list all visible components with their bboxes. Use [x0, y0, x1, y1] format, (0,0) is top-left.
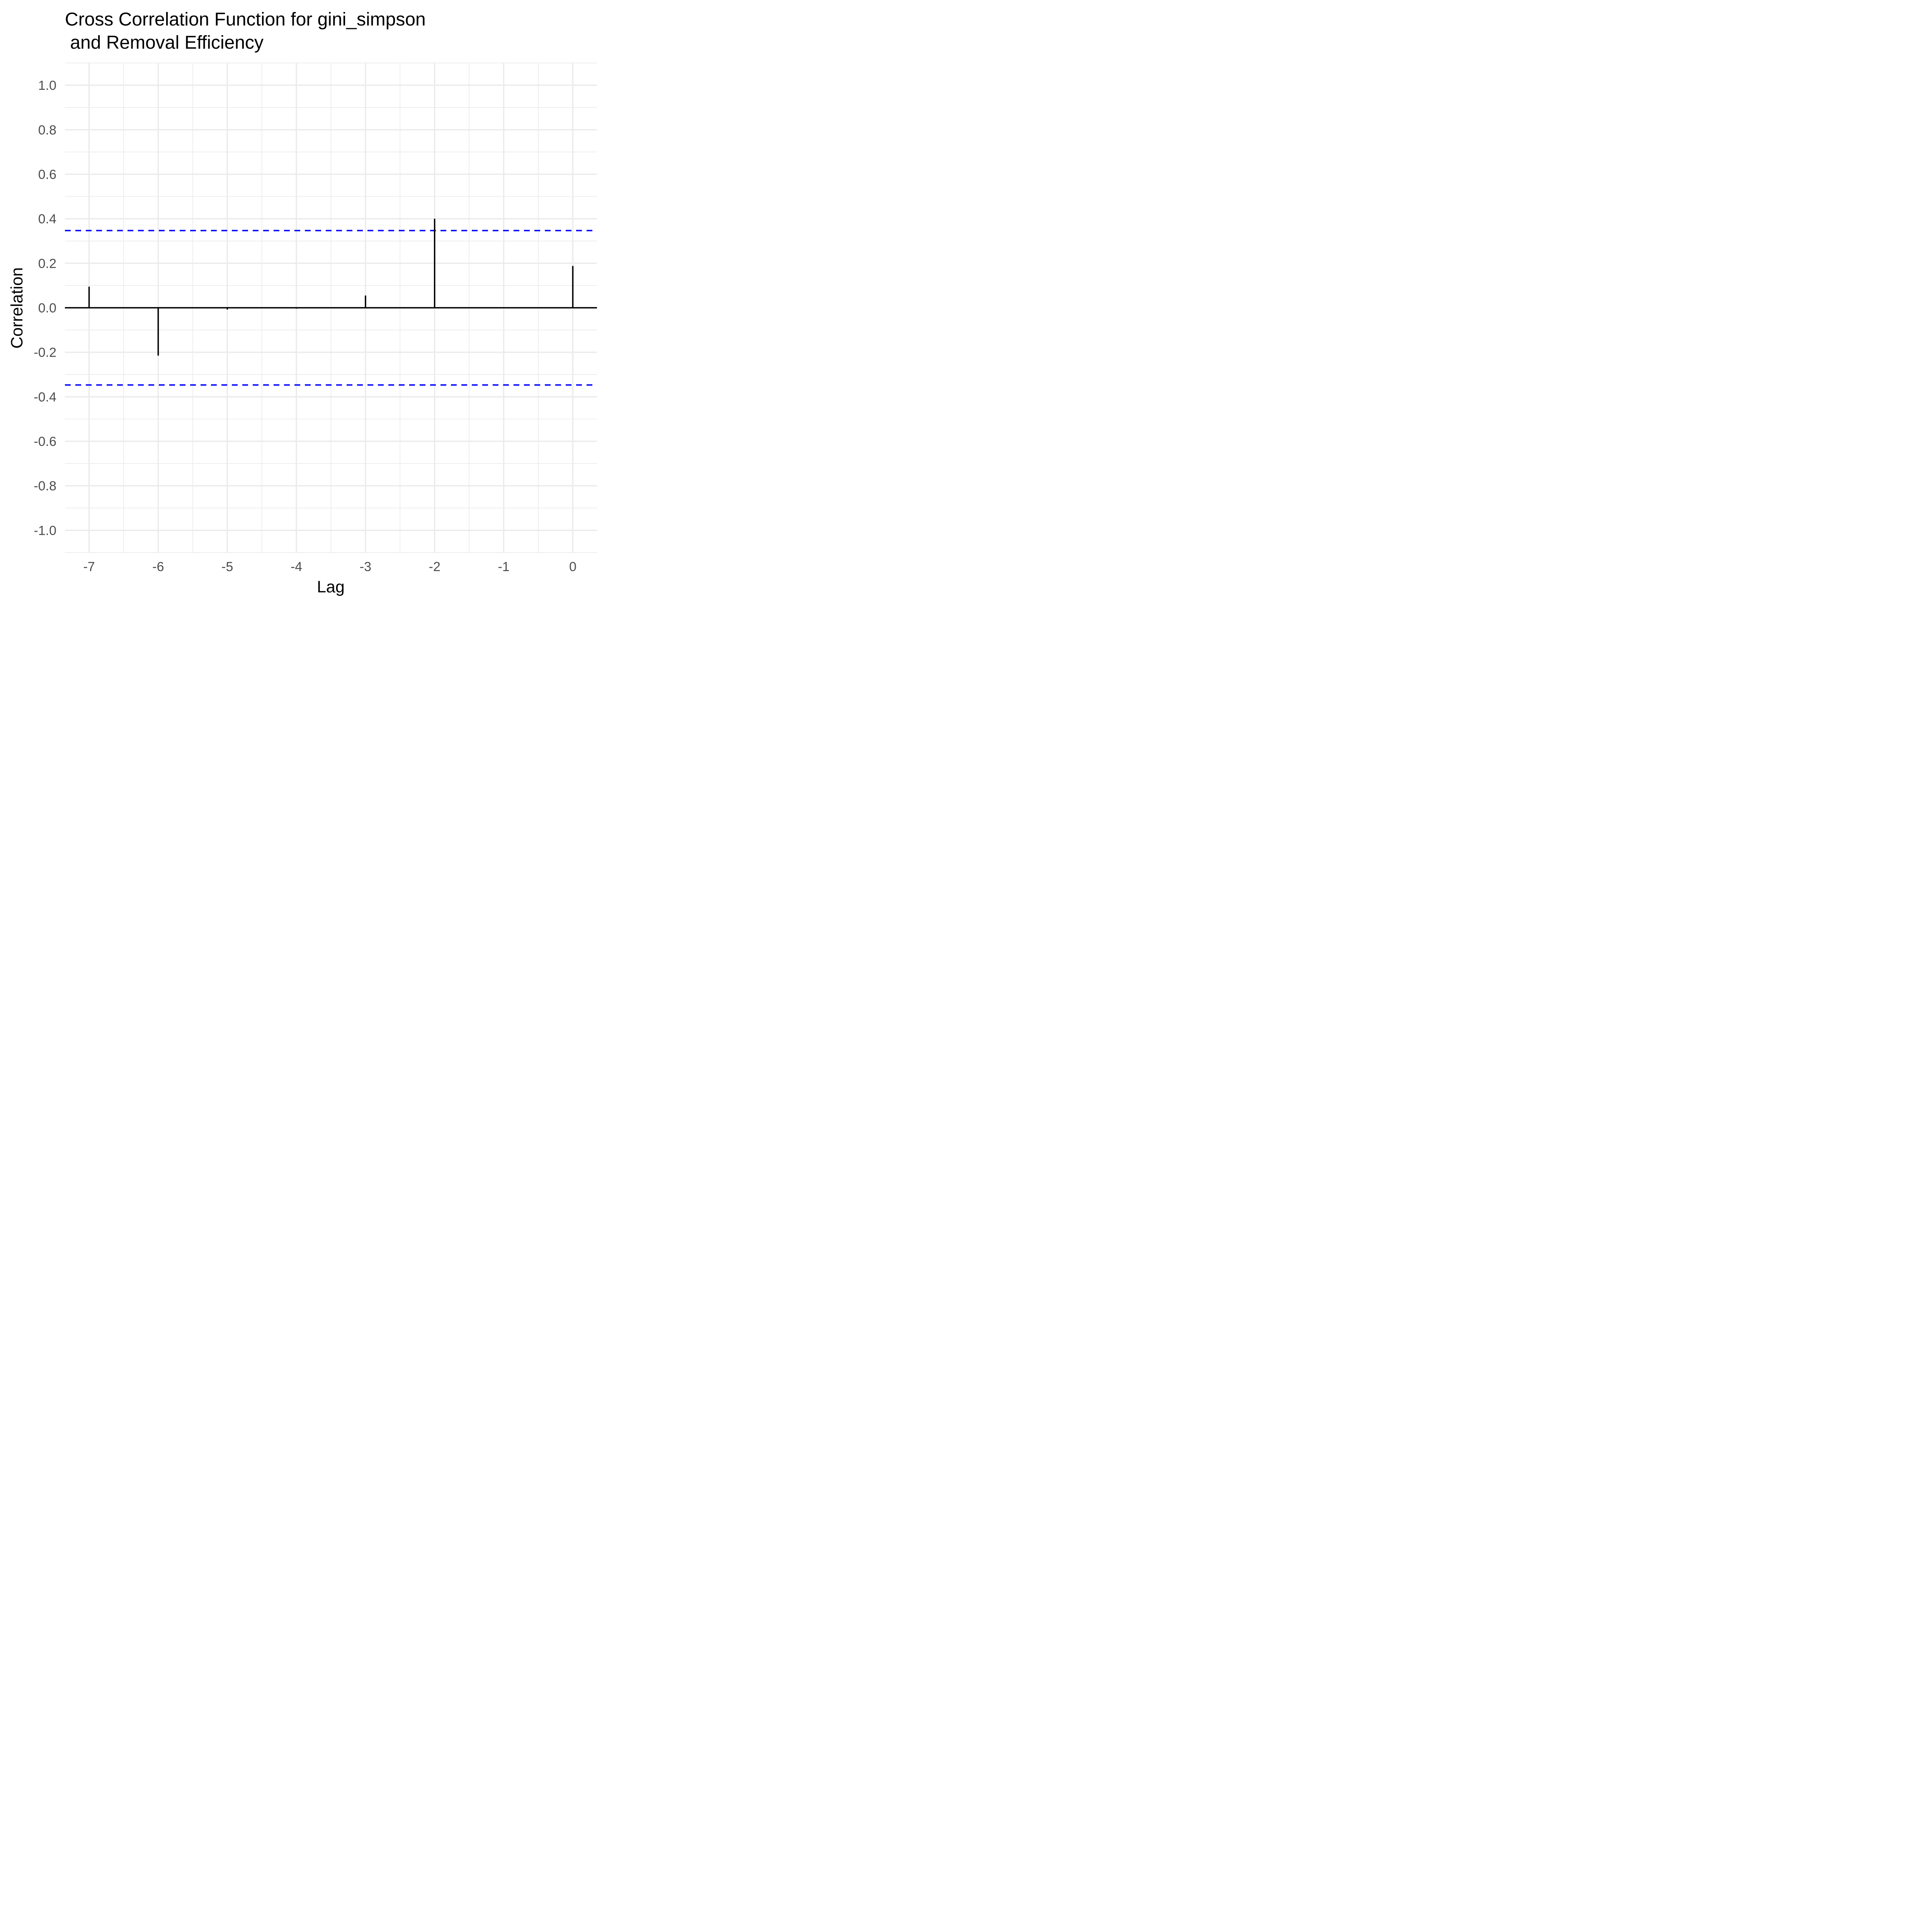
chart-title-line-1: Cross Correlation Function for gini_simp…	[65, 9, 426, 30]
y-tick-label: -1.0	[34, 523, 56, 538]
x-tick-label: -6	[152, 560, 164, 574]
y-tick-label: -0.6	[34, 434, 56, 449]
x-tick-label: -4	[291, 560, 302, 574]
y-tick-label: -0.8	[34, 479, 56, 493]
chart-title-line-2: and Removal Efficiency	[65, 32, 264, 53]
x-tick-label: -2	[429, 560, 440, 574]
x-tick-label: -5	[221, 560, 233, 574]
x-tick-label: -1	[498, 560, 509, 574]
y-tick-label: -0.2	[34, 345, 56, 360]
y-tick-label: 0.8	[38, 123, 56, 138]
y-tick-label: 0.2	[38, 256, 56, 271]
y-axis-ticks: 1.0 0.8 0.6 0.4 0.2 0.0 -0.2 -0.4 -0.6 -0.8 -1.0	[34, 78, 56, 538]
x-tick-label: -7	[83, 560, 95, 574]
x-tick-label: 0	[569, 560, 577, 574]
confidence-bounds	[65, 230, 597, 386]
y-tick-label: -0.4	[34, 390, 56, 405]
y-tick-label: 1.0	[38, 78, 56, 93]
y-tick-label: 0.0	[38, 301, 56, 316]
y-tick-label: 0.6	[38, 167, 56, 182]
correlation-bars	[88, 219, 574, 356]
y-tick-label: 0.4	[38, 212, 56, 226]
x-axis-title: Lag	[317, 578, 345, 596]
ccf-chart: 1.0 0.8 0.6 0.4 0.2 0.0 -0.2 -0.4 -0.6 -0.8 -1.0 -…	[8, 9, 597, 596]
y-axis-title: Correlation	[8, 267, 26, 349]
x-axis-ticks: -7 -6 -5 -4 -3 -2 -1 0	[83, 560, 576, 574]
x-tick-label: -3	[360, 560, 371, 574]
